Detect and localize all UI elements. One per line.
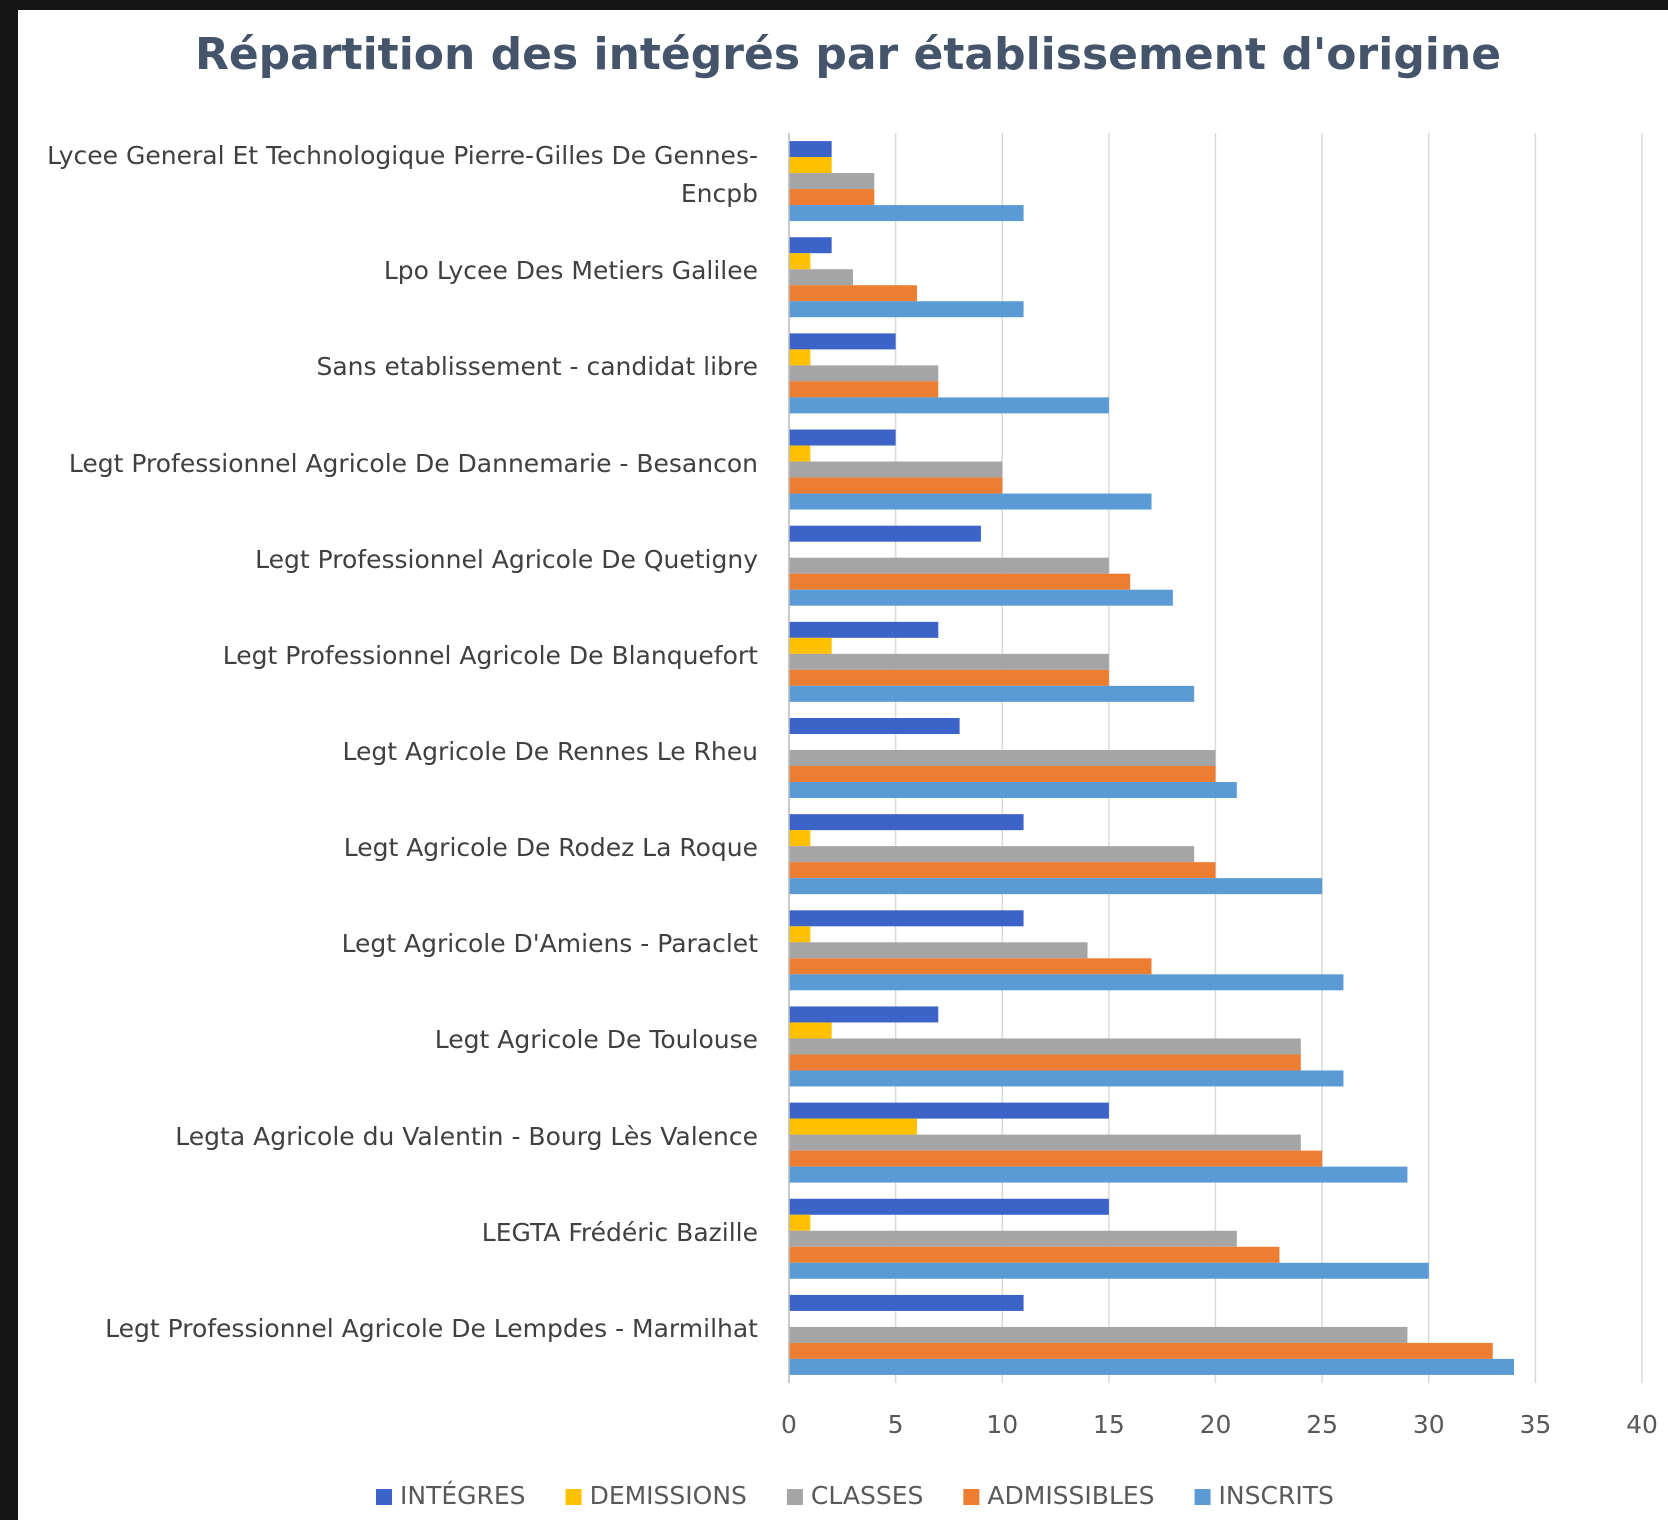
bar: [789, 1022, 832, 1039]
bar: [789, 846, 1195, 863]
bar: [789, 173, 875, 190]
bar: [789, 253, 811, 270]
legend-swatch: [786, 1489, 803, 1505]
y-tick-label: Legta Agricole du Valentin - Bourg Lès V…: [175, 1121, 758, 1151]
bar: [789, 189, 875, 206]
x-tick-label: 15: [1093, 1410, 1125, 1439]
bar: [789, 237, 832, 254]
bar: [789, 814, 1024, 831]
bar: [789, 157, 832, 174]
bar: [789, 301, 1024, 318]
legend-label: INTÉGRES: [400, 1481, 526, 1510]
y-tick-label: Sans etablissement - candidat libre: [316, 352, 758, 382]
bar: [789, 830, 811, 847]
y-tick-label: Legt Agricole De Toulouse: [434, 1025, 758, 1055]
bar: [789, 637, 832, 654]
y-tick-label: Lpo Lycee Des Metiers Galilee: [383, 256, 758, 286]
bar: [789, 926, 811, 943]
bar: [789, 1198, 1109, 1215]
y-tick-label: LEGTA Frédéric Bazille: [481, 1217, 758, 1247]
bar: [789, 269, 853, 286]
bar: [789, 862, 1216, 879]
x-tick-label: 10: [986, 1410, 1018, 1439]
bar: [789, 1294, 1024, 1311]
chart-title: Répartition des intégrés par établisseme…: [195, 29, 1501, 80]
legend-swatch: [376, 1489, 392, 1505]
x-tick-label: 0: [781, 1410, 797, 1439]
y-tick-label: Lycee General Et Technologique Pierre-Gi…: [47, 141, 758, 209]
bar: [789, 445, 811, 462]
y-tick-label: Legt Agricole D'Amiens - Paraclet: [341, 929, 758, 959]
y-tick-label: Legt Professionnel Agricole De Blanquefo…: [222, 640, 758, 670]
y-tick-label: Legt Professionnel Agricole De Lempdes -…: [105, 1313, 758, 1343]
bar: [789, 365, 939, 382]
bar: [789, 1102, 1109, 1119]
bar: [789, 942, 1088, 959]
bar: [789, 1230, 1237, 1247]
x-tick-label: 35: [1519, 1410, 1551, 1439]
x-tick-label: 25: [1306, 1410, 1338, 1439]
bar: [789, 1246, 1280, 1263]
bar: [789, 1342, 1493, 1359]
legend-label: INSCRITS: [1219, 1481, 1334, 1510]
x-tick-label: 20: [1200, 1410, 1232, 1439]
bar: [789, 1358, 1515, 1375]
bar: [789, 573, 1131, 590]
bar: [789, 205, 1024, 222]
bar: [789, 397, 1109, 414]
bar: [789, 381, 939, 398]
bar: [789, 557, 1109, 574]
bar: [789, 1214, 811, 1231]
bar: [789, 493, 1152, 510]
bar: [789, 685, 1195, 702]
bar: [789, 141, 832, 158]
chart: Répartition des intégrés par établisseme…: [195, 29, 1658, 1510]
bar: [789, 653, 1109, 670]
bar: [789, 718, 960, 734]
bar: [789, 1006, 939, 1023]
bar: [789, 910, 1024, 927]
legend-swatch: [565, 1489, 582, 1505]
y-tick-label: Legt Agricole De Rodez La Roque: [343, 833, 758, 863]
bar: [789, 429, 896, 446]
bar: [789, 589, 1173, 606]
bar: [789, 1150, 1323, 1167]
bar: [789, 1134, 1301, 1151]
bar: [789, 333, 896, 350]
bar: [789, 750, 1216, 766]
bar: [789, 766, 1216, 782]
bar: [789, 1070, 1344, 1087]
bar: [789, 782, 1237, 798]
bar: [789, 958, 1152, 975]
bar: [789, 974, 1344, 991]
chart-panel: Répartition des intégrés par établisseme…: [18, 10, 1668, 1520]
bar: [789, 1054, 1301, 1071]
bar: [789, 525, 981, 542]
bar: [789, 669, 1109, 686]
legend-label: CLASSES: [811, 1481, 923, 1510]
legend-label: DEMISSIONS: [590, 1481, 747, 1510]
bar: [789, 1118, 917, 1135]
legend-label: ADMISSIBLES: [987, 1481, 1154, 1510]
y-tick-label: Legt Professionnel Agricole De Dannemari…: [68, 448, 758, 478]
bar: [789, 1326, 1408, 1343]
bar: [789, 349, 811, 366]
bar: [789, 477, 1003, 494]
legend-swatch: [1194, 1489, 1211, 1505]
bar: [789, 461, 1003, 478]
bar: [789, 1166, 1408, 1183]
x-tick-label: 40: [1626, 1410, 1658, 1439]
y-tick-label: Legt Agricole De Rennes Le Rheu: [342, 737, 758, 766]
bar: [789, 1262, 1429, 1279]
x-tick-label: 5: [888, 1410, 904, 1439]
bar: [789, 878, 1323, 895]
legend-swatch: [963, 1489, 980, 1505]
bar: [789, 1038, 1301, 1055]
y-tick-label: Legt Professionnel Agricole De Quetigny: [255, 544, 758, 574]
bar: [789, 285, 917, 302]
bar: [789, 621, 939, 638]
x-tick-label: 30: [1413, 1410, 1445, 1439]
